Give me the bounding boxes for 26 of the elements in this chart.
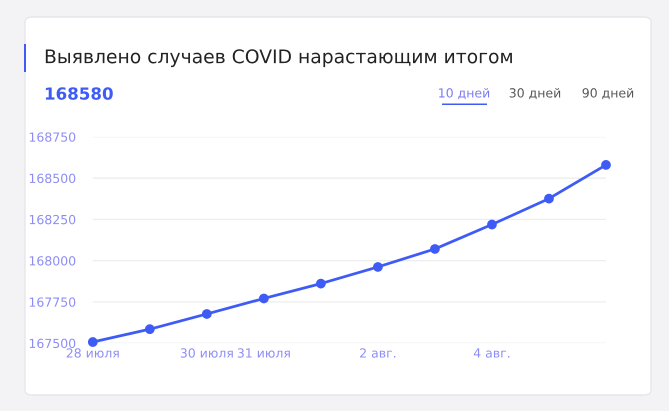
- point: [544, 194, 554, 204]
- x-tick-label: 4 авг.: [474, 348, 510, 358]
- point: [601, 160, 611, 170]
- point: [144, 324, 155, 334]
- point: [430, 244, 440, 254]
- point: [202, 309, 212, 319]
- point: [373, 262, 383, 272]
- y-tick-label: 167750: [30, 297, 76, 307]
- x-tick-label: 2 авг.: [360, 348, 396, 358]
- y-tick-label: 168500: [30, 174, 76, 184]
- point: [487, 220, 497, 230]
- text: 10 дней: [439, 88, 490, 100]
- x-tick-label: 30 июля: [180, 348, 233, 358]
- y-tick-label: 168000: [30, 256, 76, 266]
- text: 90 дней: [582, 88, 634, 100]
- chart-title: Выявлено случаев COVID нарастающим итогом: [46, 49, 512, 68]
- text: 168580: [46, 87, 113, 100]
- y-tick-label: 168750: [30, 132, 76, 142]
- x-tick-label: 31 июля: [238, 348, 290, 358]
- text: 30 дней: [510, 88, 560, 100]
- point: [259, 294, 269, 304]
- x-tick-label: 28 июля: [66, 348, 119, 358]
- point: [88, 337, 98, 347]
- y-tick-label: 168250: [30, 214, 76, 224]
- point: [316, 278, 326, 288]
- y-tick-label: 167500: [30, 338, 76, 348]
